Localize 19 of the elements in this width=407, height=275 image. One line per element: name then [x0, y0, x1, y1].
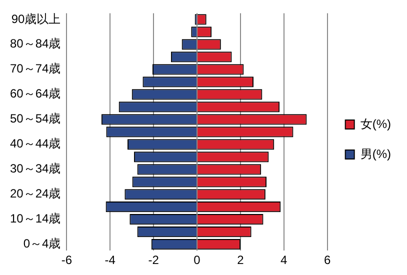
y-tick-label: 0～4歳 [23, 236, 61, 251]
y-tick-label: 90歳以上 [11, 12, 61, 26]
legend-label: 男(%) [360, 146, 392, 161]
x-tick-label: 2 [237, 253, 244, 268]
y-tick-label: 80～84歳 [10, 36, 61, 51]
y-tick-label: 10～14歳 [10, 212, 61, 226]
y-tick-label: 40～44歳 [10, 136, 61, 151]
x-tick-label: -4 [104, 253, 116, 268]
x-tick-label: -2 [148, 253, 160, 268]
x-tick-label: 6 [324, 253, 331, 268]
x-tick-label: 4 [280, 253, 288, 268]
x-tick-label: 0 [194, 253, 201, 268]
y-tick-label: 20～24歳 [10, 186, 61, 201]
y-tick-label: 30～34歳 [10, 162, 61, 176]
x-tick-label: -6 [61, 253, 72, 268]
legend-label: 女(%) [360, 116, 392, 131]
y-tick-label: 70～74歳 [10, 62, 61, 76]
y-tick-label: 60～64歳 [10, 86, 61, 101]
y-tick-label: 50～54歳 [10, 112, 61, 126]
